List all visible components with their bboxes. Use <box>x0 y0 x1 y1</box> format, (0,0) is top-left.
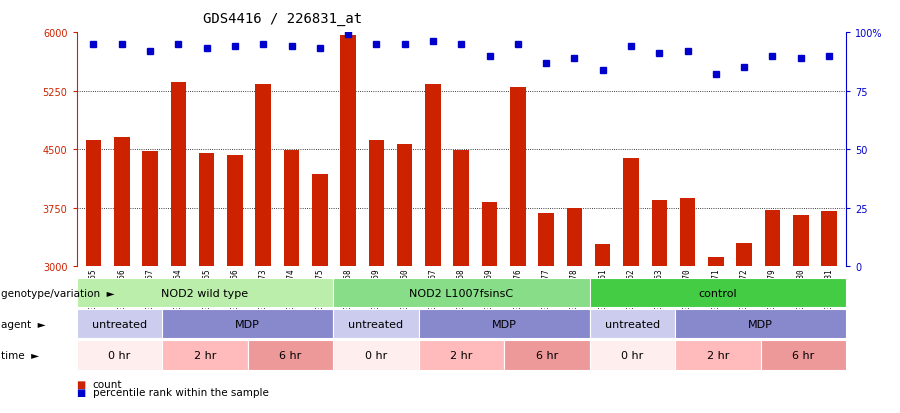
Bar <box>454 150 469 266</box>
Text: time  ►: time ► <box>1 350 39 360</box>
Bar <box>142 151 157 266</box>
Bar <box>227 155 243 266</box>
Bar <box>708 257 724 266</box>
Bar <box>510 88 526 266</box>
Text: untreated: untreated <box>605 319 660 329</box>
Bar <box>340 36 356 266</box>
Text: NOD2 L1007fsinsC: NOD2 L1007fsinsC <box>410 288 513 298</box>
Text: count: count <box>93 379 122 389</box>
Text: 6 hr: 6 hr <box>279 350 302 360</box>
Bar <box>482 203 498 266</box>
Text: MDP: MDP <box>491 319 517 329</box>
Text: 6 hr: 6 hr <box>792 350 814 360</box>
Bar <box>256 84 271 266</box>
Text: untreated: untreated <box>348 319 403 329</box>
Bar <box>623 159 639 266</box>
Text: 2 hr: 2 hr <box>450 350 472 360</box>
Bar <box>652 200 667 266</box>
Bar <box>595 244 610 266</box>
Text: agent  ►: agent ► <box>1 319 46 329</box>
Text: ■: ■ <box>76 379 86 389</box>
Text: 6 hr: 6 hr <box>536 350 558 360</box>
Bar <box>567 209 582 266</box>
Bar <box>765 210 780 266</box>
Text: untreated: untreated <box>92 319 147 329</box>
Text: ■: ■ <box>76 387 86 397</box>
Text: 2 hr: 2 hr <box>706 350 729 360</box>
Bar <box>821 212 837 266</box>
Bar <box>312 175 328 266</box>
Bar <box>793 215 808 266</box>
Bar <box>199 154 214 266</box>
Text: control: control <box>698 288 737 298</box>
Bar <box>369 140 384 266</box>
Bar <box>425 85 441 266</box>
Text: 0 hr: 0 hr <box>364 350 387 360</box>
Bar <box>114 138 130 266</box>
Text: 0 hr: 0 hr <box>621 350 644 360</box>
Text: GDS4416 / 226831_at: GDS4416 / 226831_at <box>202 12 362 26</box>
Text: genotype/variation  ►: genotype/variation ► <box>1 288 114 298</box>
Bar <box>680 199 696 266</box>
Text: 0 hr: 0 hr <box>108 350 130 360</box>
Text: percentile rank within the sample: percentile rank within the sample <box>93 387 268 397</box>
Bar <box>397 145 412 266</box>
Text: 2 hr: 2 hr <box>194 350 216 360</box>
Bar <box>86 140 102 266</box>
Text: MDP: MDP <box>235 319 260 329</box>
Bar <box>284 150 300 266</box>
Text: NOD2 wild type: NOD2 wild type <box>161 288 248 298</box>
Bar <box>736 244 752 266</box>
Text: MDP: MDP <box>748 319 773 329</box>
Bar <box>538 214 554 266</box>
Bar <box>171 83 186 266</box>
